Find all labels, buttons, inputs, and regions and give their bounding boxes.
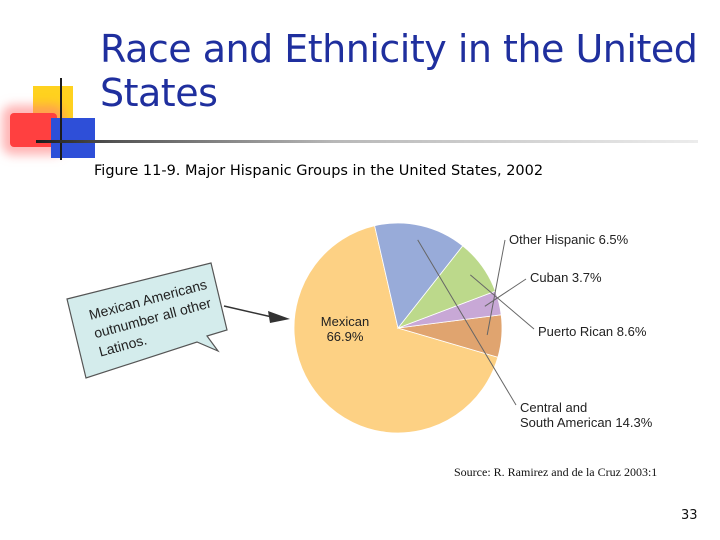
leader-line-cuban bbox=[484, 278, 527, 307]
slice-label-mexican: Mexican 66.9% bbox=[321, 314, 369, 344]
leader-line-other-hispanic bbox=[486, 239, 506, 336]
callout-arrow-head bbox=[268, 311, 290, 323]
figure-caption: Figure 11-9. Major Hispanic Groups in th… bbox=[94, 163, 544, 179]
slice-label-cuban: Cuban 3.7% bbox=[530, 270, 602, 285]
source-note: Source: R. Ramirez and de la Cruz 2003:1 bbox=[454, 465, 658, 479]
leader-line-central-and-south-american bbox=[417, 239, 517, 406]
slice-label-central-and-south-american: Central and South American 14.3% bbox=[520, 400, 653, 430]
pie-slice-central-and-south-american bbox=[374, 222, 464, 329]
title-divider-line bbox=[36, 140, 698, 143]
callout-arrow-line bbox=[223, 305, 273, 318]
leader-line-puerto-rican bbox=[469, 274, 535, 330]
pie-slice-mexican bbox=[293, 225, 499, 434]
decorative-blue-square bbox=[51, 118, 95, 158]
decorative-vertical-line bbox=[60, 78, 62, 160]
callout-note-box bbox=[66, 262, 228, 379]
slide-title: Race and Ethnicity in the United States bbox=[100, 27, 698, 115]
slice-label-puerto-rican: Puerto Rican 8.6% bbox=[538, 324, 647, 339]
page-number: 33 bbox=[681, 508, 698, 523]
slice-label-other-hispanic: Other Hispanic 6.5% bbox=[509, 232, 629, 247]
